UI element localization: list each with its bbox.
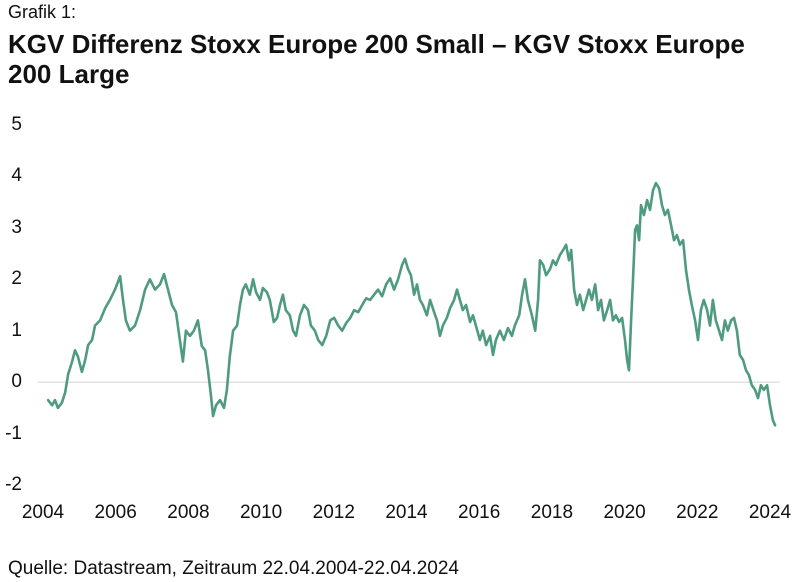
x-tick-label: 2012: [312, 502, 355, 523]
y-tick-label: -2: [5, 474, 22, 495]
x-tick-label: 2018: [530, 502, 574, 523]
x-tick-label: 2024: [748, 502, 792, 523]
x-tick-label: 2006: [94, 502, 137, 523]
x-tick-label: 2008: [167, 502, 210, 523]
x-tick-label: 2014: [385, 502, 428, 523]
source-note: Quelle: Datastream, Zeitraum 22.04.2004-…: [8, 558, 459, 579]
chart-title: KGV Differenz Stoxx Europe 200 Small – K…: [8, 29, 745, 89]
x-tick-label: 2004: [21, 502, 65, 523]
x-tick-label: 2020: [603, 502, 646, 523]
x-tick-label: 2010: [239, 502, 283, 523]
series-line: [46, 181, 777, 427]
y-tick-label: 3: [11, 216, 22, 238]
y-tick-label: 2: [11, 268, 22, 290]
y-tick-label: 1: [11, 319, 22, 341]
x-tick-label: 2022: [676, 502, 719, 523]
y-tick-label: -1: [5, 422, 22, 444]
y-tick-label: 4: [11, 165, 22, 187]
figure-label: Grafik 1:: [8, 2, 77, 22]
x-tick-label: 2016: [458, 502, 501, 523]
y-tick-label: 5: [11, 114, 22, 135]
y-tick-label: 0: [11, 371, 22, 393]
